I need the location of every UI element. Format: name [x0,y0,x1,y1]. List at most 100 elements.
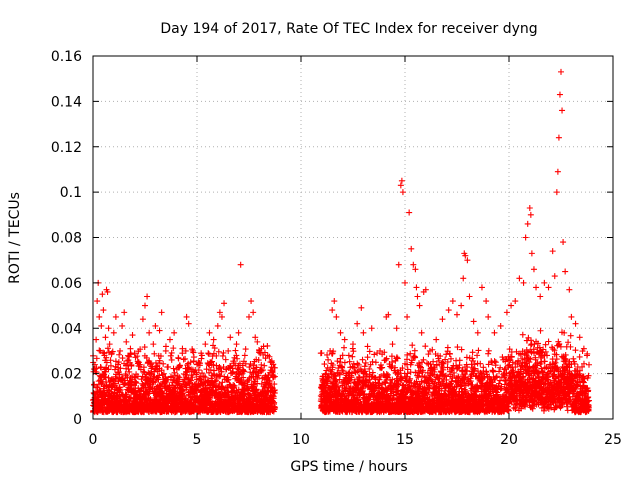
data-point [508,302,515,309]
data-point [398,177,405,184]
data-point [554,168,561,175]
x-tick-label: 10 [292,432,310,448]
data-point [119,322,126,329]
data-point [129,332,136,339]
x-tick-label: 20 [500,432,518,448]
data-point [227,334,234,341]
data-point [102,334,109,341]
y-tick-label: 0.14 [51,94,82,110]
data-point [318,381,325,388]
data-point [560,239,567,246]
data-point [171,329,178,336]
data-point [527,211,534,218]
y-tick-label: 0.04 [51,321,82,337]
data-point [404,313,411,320]
y-tick-labels: 0 0.02 0.04 0.06 0.08 0.1 0.12 0.14 0.16 [51,49,82,428]
data-point [333,313,340,320]
data-point [512,298,519,305]
data-point [395,261,402,268]
data-point [350,341,356,348]
data-point [572,320,579,327]
data-point [127,345,134,352]
data-point [385,311,392,318]
data-point [327,347,334,354]
data-point [422,286,429,293]
data-point [175,354,182,361]
data-point [93,336,100,343]
data-point [100,307,107,314]
data-point [377,347,384,354]
data-point [218,313,225,320]
data-point [497,322,504,329]
data-point [131,350,138,357]
data-point [466,293,473,300]
data-point [584,352,590,359]
data-point [268,359,275,366]
data-point [108,350,115,357]
data-point [445,307,452,314]
data-point [568,313,575,320]
data-point [418,329,425,336]
y-tick-label: 0.12 [51,140,82,156]
data-point [142,302,148,309]
x-tick-label: 0 [89,432,98,448]
data-point [345,352,352,359]
data-point [478,284,485,291]
data-point [156,327,163,334]
data-point [549,248,556,255]
data-point [183,313,190,320]
data-point [526,205,533,212]
data-point [413,284,420,291]
y-tick-label: 0.1 [60,185,82,201]
data-point [194,361,200,368]
data-point [233,341,240,348]
x-tick-label: 25 [604,432,622,448]
data-point [264,352,271,359]
data-point [322,370,329,377]
data-point [98,322,105,329]
data-point [254,338,261,345]
data-point [414,293,421,300]
data-point [91,381,98,388]
data-point [566,286,573,293]
data-point [105,325,112,332]
data-point [530,266,537,273]
data-point [580,345,587,352]
data-point [545,284,552,291]
y-tick-label: 0.08 [51,231,82,247]
data-points [89,68,593,416]
data-point [166,336,173,343]
data-point [368,325,375,332]
data-point [520,279,527,286]
data-point [185,320,192,327]
data-point [406,209,413,216]
data-point [114,361,121,368]
data-point [553,189,560,196]
data-point [225,347,232,354]
y-tick-label: 0.06 [51,276,82,292]
data-point [449,298,456,305]
data-point [503,309,510,316]
data-point [360,329,367,336]
data-point [559,107,566,114]
data-point [237,261,244,268]
data-point [551,273,558,280]
data-point [541,279,548,286]
data-point [426,347,433,354]
data-point [408,245,415,252]
data-point [460,275,467,282]
data-point [246,313,252,320]
x-tick-labels: 0 5 10 15 20 25 [89,432,622,448]
data-point [97,347,104,354]
data-point [462,252,469,259]
data-point [491,329,498,336]
data-point [556,91,563,98]
data-point [144,293,151,300]
data-point [410,261,417,268]
data-point [358,304,365,311]
data-point [397,182,404,189]
data-point [389,341,396,348]
data-point [260,343,267,350]
data-point [354,320,361,327]
data-point [221,300,228,307]
